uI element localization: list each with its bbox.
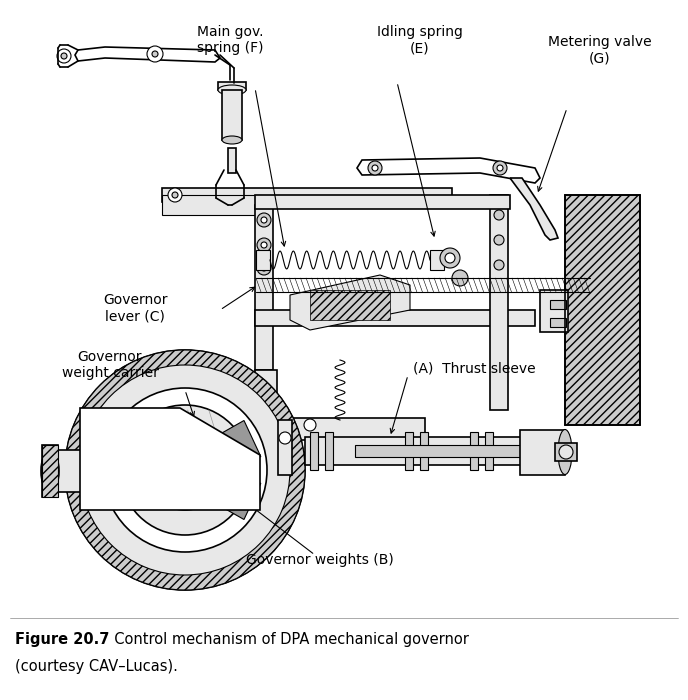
Text: Main gov.
spring (F): Main gov. spring (F) — [197, 25, 264, 55]
Circle shape — [261, 242, 267, 248]
Polygon shape — [211, 470, 261, 519]
Circle shape — [497, 165, 503, 171]
Circle shape — [494, 210, 504, 220]
Bar — [520, 430, 565, 475]
Text: Control mechanism of DPA mechanical governor: Control mechanism of DPA mechanical gove… — [105, 632, 469, 647]
Circle shape — [304, 419, 316, 431]
Bar — [430, 250, 444, 270]
Wedge shape — [65, 350, 305, 590]
Polygon shape — [211, 421, 261, 470]
Bar — [485, 432, 493, 470]
Circle shape — [57, 49, 71, 63]
Bar — [255, 370, 277, 460]
Text: Metering valve
(G): Metering valve (G) — [548, 35, 652, 65]
Circle shape — [224, 189, 236, 201]
Circle shape — [103, 388, 267, 552]
Bar — [405, 432, 413, 470]
Circle shape — [372, 165, 378, 171]
Bar — [550, 318, 566, 327]
Circle shape — [494, 260, 504, 270]
Bar — [555, 443, 577, 461]
Bar — [255, 195, 510, 209]
Bar — [50, 450, 185, 492]
Ellipse shape — [222, 136, 242, 144]
Bar — [550, 300, 566, 309]
Circle shape — [494, 235, 504, 245]
Ellipse shape — [558, 430, 572, 475]
Circle shape — [559, 445, 573, 459]
Bar — [255, 205, 273, 370]
Circle shape — [120, 405, 250, 535]
Bar — [218, 82, 246, 90]
Circle shape — [257, 238, 271, 252]
Circle shape — [440, 248, 460, 268]
Bar — [255, 418, 425, 440]
Circle shape — [172, 192, 178, 198]
Bar — [278, 420, 292, 475]
Bar — [256, 250, 270, 270]
Circle shape — [145, 430, 225, 510]
Bar — [535, 432, 543, 470]
Circle shape — [152, 51, 158, 57]
Circle shape — [261, 217, 267, 223]
Ellipse shape — [41, 450, 59, 492]
Circle shape — [261, 265, 267, 271]
Bar — [310, 432, 318, 470]
Bar — [520, 432, 528, 470]
Polygon shape — [357, 158, 540, 183]
Text: Idling spring
(E): Idling spring (E) — [377, 25, 463, 55]
Bar — [420, 432, 428, 470]
Text: Governor weights (B): Governor weights (B) — [246, 553, 394, 567]
Bar — [222, 90, 242, 140]
Circle shape — [168, 188, 182, 202]
Circle shape — [65, 350, 305, 590]
Bar — [565, 195, 640, 425]
Text: (courtesy CAV–Lucas).: (courtesy CAV–Lucas). — [15, 659, 178, 674]
Circle shape — [493, 161, 507, 175]
Circle shape — [333, 421, 347, 435]
Bar — [540, 290, 568, 332]
Circle shape — [147, 46, 163, 62]
Circle shape — [452, 270, 468, 286]
Bar — [470, 432, 478, 470]
Bar — [355, 445, 525, 457]
Bar — [490, 195, 508, 410]
Text: Governor
lever (C): Governor lever (C) — [103, 293, 167, 323]
Circle shape — [304, 449, 316, 461]
Circle shape — [61, 53, 67, 59]
Polygon shape — [80, 408, 260, 510]
Bar — [255, 310, 535, 326]
Circle shape — [279, 432, 291, 444]
Bar — [228, 148, 236, 173]
Circle shape — [257, 213, 271, 227]
Circle shape — [257, 261, 271, 275]
Bar — [42, 445, 58, 497]
Polygon shape — [510, 178, 558, 240]
Circle shape — [445, 253, 455, 263]
Circle shape — [368, 161, 382, 175]
Text: Governor
weight carrier: Governor weight carrier — [61, 350, 158, 380]
Polygon shape — [75, 47, 220, 62]
Bar — [305, 437, 545, 465]
Bar — [162, 188, 452, 202]
Bar — [42, 445, 58, 497]
Bar — [310, 290, 390, 320]
Bar — [162, 195, 262, 215]
Polygon shape — [290, 275, 410, 330]
Ellipse shape — [218, 85, 246, 95]
Text: Figure 20.7: Figure 20.7 — [15, 632, 109, 647]
Bar — [325, 432, 333, 470]
Text: (A)  Thrust sleeve: (A) Thrust sleeve — [413, 361, 536, 375]
